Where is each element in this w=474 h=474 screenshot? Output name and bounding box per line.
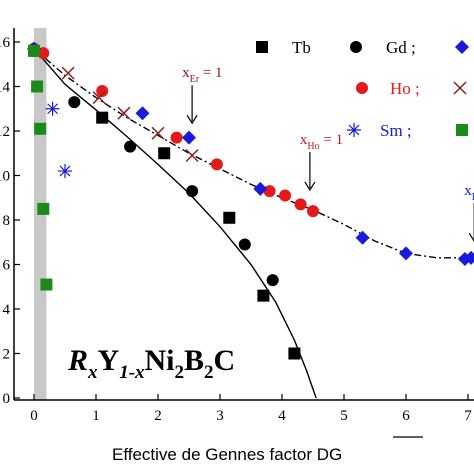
x-tick-label: 2 xyxy=(154,408,162,424)
ticks: 012345670246810121416 xyxy=(0,35,472,424)
point-gd xyxy=(124,140,137,153)
legend-marker-circle xyxy=(350,41,362,53)
point-ho xyxy=(170,131,183,144)
point-er xyxy=(61,66,75,80)
x-tick-label: 6 xyxy=(402,408,410,424)
point-tb xyxy=(288,347,301,360)
x-tick-label: 4 xyxy=(278,408,286,424)
point-tb xyxy=(158,147,171,160)
point-gd xyxy=(186,185,199,198)
x-tick-label: 0 xyxy=(30,408,38,424)
point-sm2 xyxy=(28,44,40,57)
point-dy xyxy=(464,250,474,265)
y-tick-label: 14 xyxy=(0,80,11,96)
point-dy xyxy=(355,230,370,245)
formula: RxY1-xNi2B2C xyxy=(67,344,235,383)
point-sm xyxy=(45,101,60,116)
annotation-label: xHo = 1 xyxy=(300,132,343,152)
point-dy xyxy=(253,181,268,196)
point-ho xyxy=(263,185,276,198)
annotation-arrow-head xyxy=(186,114,198,125)
legend-marker-square xyxy=(256,41,268,53)
x-axis-label: Effective de Gennes factor DG xyxy=(112,445,342,464)
legend: Tb Gd ; Ho ; Sm ; xyxy=(256,38,469,140)
y-tick-label: 0 xyxy=(3,391,11,407)
y-tick-label: 16 xyxy=(0,35,11,51)
point-dy xyxy=(182,130,196,145)
point-gd xyxy=(238,238,251,251)
annotations: xEr = 1 xHo = 1 xDy = 1 xyxy=(182,65,474,242)
legend-marker-square xyxy=(456,124,468,136)
point-ho xyxy=(37,47,50,60)
point-ho xyxy=(294,198,307,211)
annotation-label: xDy = 1 xyxy=(464,183,474,203)
point-sm2 xyxy=(37,202,50,215)
point-tb xyxy=(223,211,236,224)
annotation-dy: xDy = 1 xyxy=(464,183,474,242)
x-tick-label: 3 xyxy=(216,408,224,424)
point-er xyxy=(151,126,165,140)
legend-marker-diamond xyxy=(455,40,469,54)
y-tick-label: 8 xyxy=(3,213,11,229)
point-ho xyxy=(307,205,319,218)
legend-label: Sm ; xyxy=(380,121,412,140)
point-ho xyxy=(210,158,223,171)
point-gd xyxy=(266,274,279,287)
point-er xyxy=(185,148,199,163)
data-markers xyxy=(27,41,474,360)
y-tick-label: 12 xyxy=(0,124,10,140)
point-dy xyxy=(135,106,150,121)
legend-label: Gd ; xyxy=(386,38,416,57)
point-tb xyxy=(257,289,270,302)
annotation-arrow-head xyxy=(468,232,474,242)
annotation-er: xEr = 1 xyxy=(182,65,223,125)
y-tick-label: 6 xyxy=(3,258,11,274)
point-sm2 xyxy=(40,278,53,291)
point-ho xyxy=(96,84,109,97)
point-ho xyxy=(279,189,292,202)
fit-line-solid xyxy=(33,48,317,399)
point-sm2 xyxy=(31,80,44,93)
point-er xyxy=(92,91,106,105)
annotation-ho: xHo = 1 xyxy=(300,132,343,192)
y-tick-label: 10 xyxy=(0,169,10,185)
legend-label: Ho ; xyxy=(390,79,420,98)
point-sm xyxy=(58,164,72,179)
x-tick-label: 7 xyxy=(464,408,472,424)
y-tick-label: 2 xyxy=(3,347,11,363)
annotation-arrow-head xyxy=(304,181,316,192)
point-er xyxy=(117,106,131,120)
x-tick-label: 5 xyxy=(340,408,348,424)
y-tick-label: 4 xyxy=(3,302,11,318)
point-gd xyxy=(68,96,81,109)
legend-marker-circle xyxy=(356,82,368,94)
point-dy xyxy=(399,246,413,261)
legend-marker-asterisk xyxy=(347,123,361,137)
point-tb xyxy=(96,111,109,124)
legend-marker-x xyxy=(453,81,467,95)
point-sm2 xyxy=(34,122,47,135)
x-tick-label: 1 xyxy=(92,408,100,424)
annotation-label: xEr = 1 xyxy=(182,65,222,85)
legend-label: Tb xyxy=(292,38,311,57)
